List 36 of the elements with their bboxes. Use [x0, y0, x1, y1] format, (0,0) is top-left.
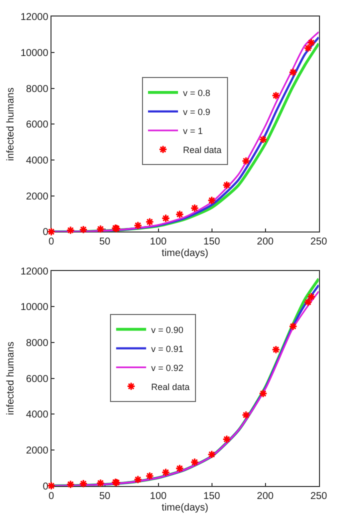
y-tick-label: 4000	[26, 156, 49, 167]
y-tick-label: 0	[42, 227, 49, 238]
y-tick-label: 12000	[20, 266, 49, 278]
x-axis-title: time(days)	[162, 248, 208, 260]
x-tick-label: 100	[150, 490, 168, 502]
y-tick-label: 12000	[20, 12, 49, 24]
y-tick-label: 10000	[20, 48, 49, 60]
legend-label: Real data	[183, 144, 222, 155]
y-axis-title: infected humans	[5, 88, 16, 161]
y-tick-label: 4000	[26, 410, 49, 421]
y-tick-label: 6000	[26, 374, 49, 385]
y-tick-label: 2000	[26, 445, 49, 456]
y-tick-label: 2000	[26, 191, 49, 202]
y-tick-label: 10000	[20, 302, 49, 314]
x-tick-label: 100	[150, 236, 168, 248]
y-tick-label: 0	[42, 481, 49, 492]
legend-label: v = 0.91	[151, 344, 184, 354]
x-tick-label: 50	[99, 236, 111, 248]
x-tick-label: 200	[256, 236, 274, 248]
x-tick-label: 250	[310, 236, 328, 248]
y-tick-label: 8000	[26, 338, 49, 349]
x-tick-label: 250	[310, 490, 328, 502]
legend-label: Real data	[151, 382, 190, 392]
legend-label: v = 0.9	[183, 106, 210, 117]
y-axis-title: infected humans	[5, 342, 16, 415]
legend-label: v = 0.8	[183, 88, 210, 98]
x-tick-label: 150	[203, 490, 221, 502]
x-tick-label: 200	[256, 490, 274, 502]
y-tick-label: 6000	[26, 120, 49, 131]
legend-label: v = 0.92	[151, 362, 184, 373]
x-tick-label: 150	[203, 236, 221, 248]
legend-label: v = 0.90	[151, 324, 184, 335]
x-tick-label: 50	[99, 490, 111, 502]
x-axis-title: time(days)	[162, 502, 208, 514]
y-tick-label: 8000	[26, 84, 49, 95]
legend-label: v = 1	[183, 126, 203, 136]
